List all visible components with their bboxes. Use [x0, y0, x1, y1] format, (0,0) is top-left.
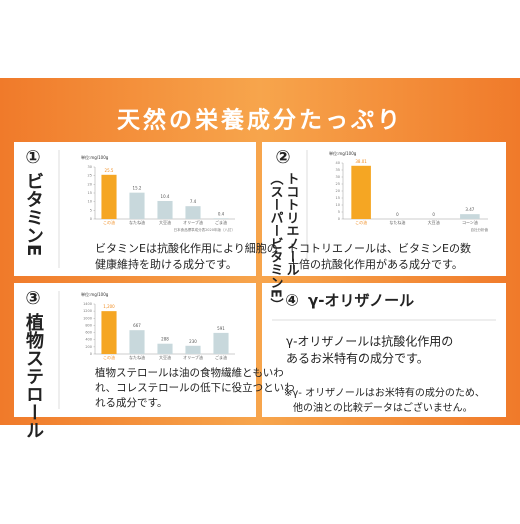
bar — [129, 192, 145, 219]
value-label: 0.4 — [218, 211, 225, 216]
y-tick-label: 200 — [85, 345, 92, 349]
y-tick-label: 30 — [336, 175, 340, 179]
x-tick-label: オリーブ油 — [183, 354, 203, 360]
bar — [185, 345, 201, 354]
content: ① ビタミンE 単位:mg/100g 0 5 10 15 20 25 30 25.5 この油 15.2 な… — [23, 147, 496, 439]
y-tick-label: 30 — [88, 165, 92, 169]
bar — [460, 214, 480, 219]
value-label: 25.5 — [105, 168, 114, 173]
y-tick-label: 1000 — [83, 316, 92, 320]
value-label: 591 — [217, 326, 225, 331]
y-tick-label: 20 — [88, 182, 92, 186]
card-label: 植物ステロール — [23, 312, 44, 439]
bar — [101, 311, 117, 354]
card-text: 植物ステロールは油の食物繊維ともいわ — [95, 366, 284, 379]
bar — [185, 206, 201, 219]
x-tick-label: なたね油 — [129, 219, 145, 225]
y-tick-label: 15 — [336, 196, 340, 200]
y-tick-label: 0 — [90, 217, 92, 221]
card-number: ① — [25, 147, 40, 168]
y-tick-label: 600 — [85, 331, 92, 335]
y-tick-label: 35 — [336, 168, 340, 172]
card — [262, 283, 506, 417]
card-text: γ-オリザノールは抗酸化作用の — [286, 334, 453, 349]
card-number: ② — [275, 147, 290, 168]
card-label: ビタミンE — [23, 172, 44, 256]
y-tick-label: 15 — [88, 191, 92, 195]
bar — [213, 218, 229, 219]
y-tick-label: 0 — [90, 352, 92, 356]
value-label: 10.4 — [161, 194, 170, 199]
x-tick-label: ごま油 — [215, 354, 227, 360]
x-tick-label: なたね油 — [389, 219, 405, 225]
x-tick-label: 大豆油 — [159, 219, 171, 225]
chart-unit: 単位:mg/100g — [81, 154, 109, 160]
x-tick-label: 大豆油 — [159, 354, 171, 360]
y-tick-label: 40 — [336, 161, 340, 165]
card-text: 健康維持を助ける成分です。 — [95, 257, 237, 271]
value-label: 1,200 — [103, 304, 115, 309]
card-text: れ、コレステロールの低下に役立つといわ — [95, 381, 295, 394]
y-tick-label: 400 — [85, 338, 92, 342]
bar — [213, 332, 229, 354]
value-label: 38.01 — [355, 159, 367, 164]
chart-unit: 単位:mg/100g — [81, 291, 109, 297]
y-tick-label: 25 — [336, 182, 340, 186]
bar — [157, 200, 173, 219]
y-tick-label: 800 — [85, 323, 92, 327]
card-text: あるお米特有の成分です。 — [286, 351, 429, 366]
x-tick-label: 大豆油 — [428, 219, 440, 225]
y-tick-label: 1400 — [83, 302, 92, 306]
x-tick-label: コーン油 — [462, 219, 478, 225]
y-tick-label: 1200 — [83, 309, 92, 313]
chart-unit: 単位:mg/100g — [329, 150, 357, 156]
chart-source: 日本食品標準成分表2020年版（八訂） — [174, 227, 235, 232]
y-tick-label: 5 — [338, 210, 340, 214]
x-tick-label: この油 — [355, 219, 367, 225]
value-label: 288 — [161, 337, 169, 342]
x-tick-label: この油 — [103, 219, 115, 225]
x-tick-label: ごま油 — [215, 219, 227, 225]
x-tick-label: なたね油 — [129, 354, 145, 360]
value-label: 15.2 — [133, 186, 142, 191]
y-tick-label: 25 — [88, 174, 92, 178]
y-tick-label: 20 — [336, 189, 340, 193]
card-text: 十倍の抗酸化作用がある成分です。 — [288, 257, 463, 271]
value-label: 3.47 — [465, 207, 474, 212]
card-label: （スーパービタミンE） — [268, 172, 285, 311]
card-text: トコトリエノールは、ビタミンEの数 — [288, 242, 471, 255]
value-label: 230 — [189, 339, 197, 344]
y-tick-label: 10 — [88, 200, 92, 204]
card-label: トコトリエノール — [284, 172, 300, 276]
card-text: ビタミンEは抗酸化作用により細胞の — [95, 241, 278, 255]
value-label: 7.4 — [190, 199, 197, 204]
bar — [129, 330, 145, 354]
card — [262, 142, 506, 276]
x-tick-label: オリーブ油 — [183, 219, 203, 225]
chart-source: 自社分析値 — [471, 227, 489, 232]
x-tick-label: この油 — [103, 354, 115, 360]
bar — [351, 165, 371, 219]
y-tick-label: 10 — [336, 203, 340, 207]
title: 天然の栄養成分たっぷり — [117, 107, 403, 134]
card-label: γ-オリザノール — [308, 292, 414, 310]
card-note: 他の油との比較データはございません。 — [293, 401, 473, 414]
value-label: 667 — [133, 323, 141, 328]
y-tick-label: 5 — [90, 208, 92, 212]
card-note: ※γ- オリザノールはお米特有の成分のため、 — [284, 386, 485, 399]
card-number: ③ — [25, 288, 40, 309]
card-number: ④ — [285, 291, 299, 310]
bar — [157, 343, 173, 354]
value-label: 0 — [396, 212, 399, 217]
value-label: 0 — [432, 212, 435, 217]
card-text: れる成分です。 — [95, 397, 167, 409]
y-tick-label: 0 — [338, 217, 340, 221]
bar — [101, 174, 117, 219]
